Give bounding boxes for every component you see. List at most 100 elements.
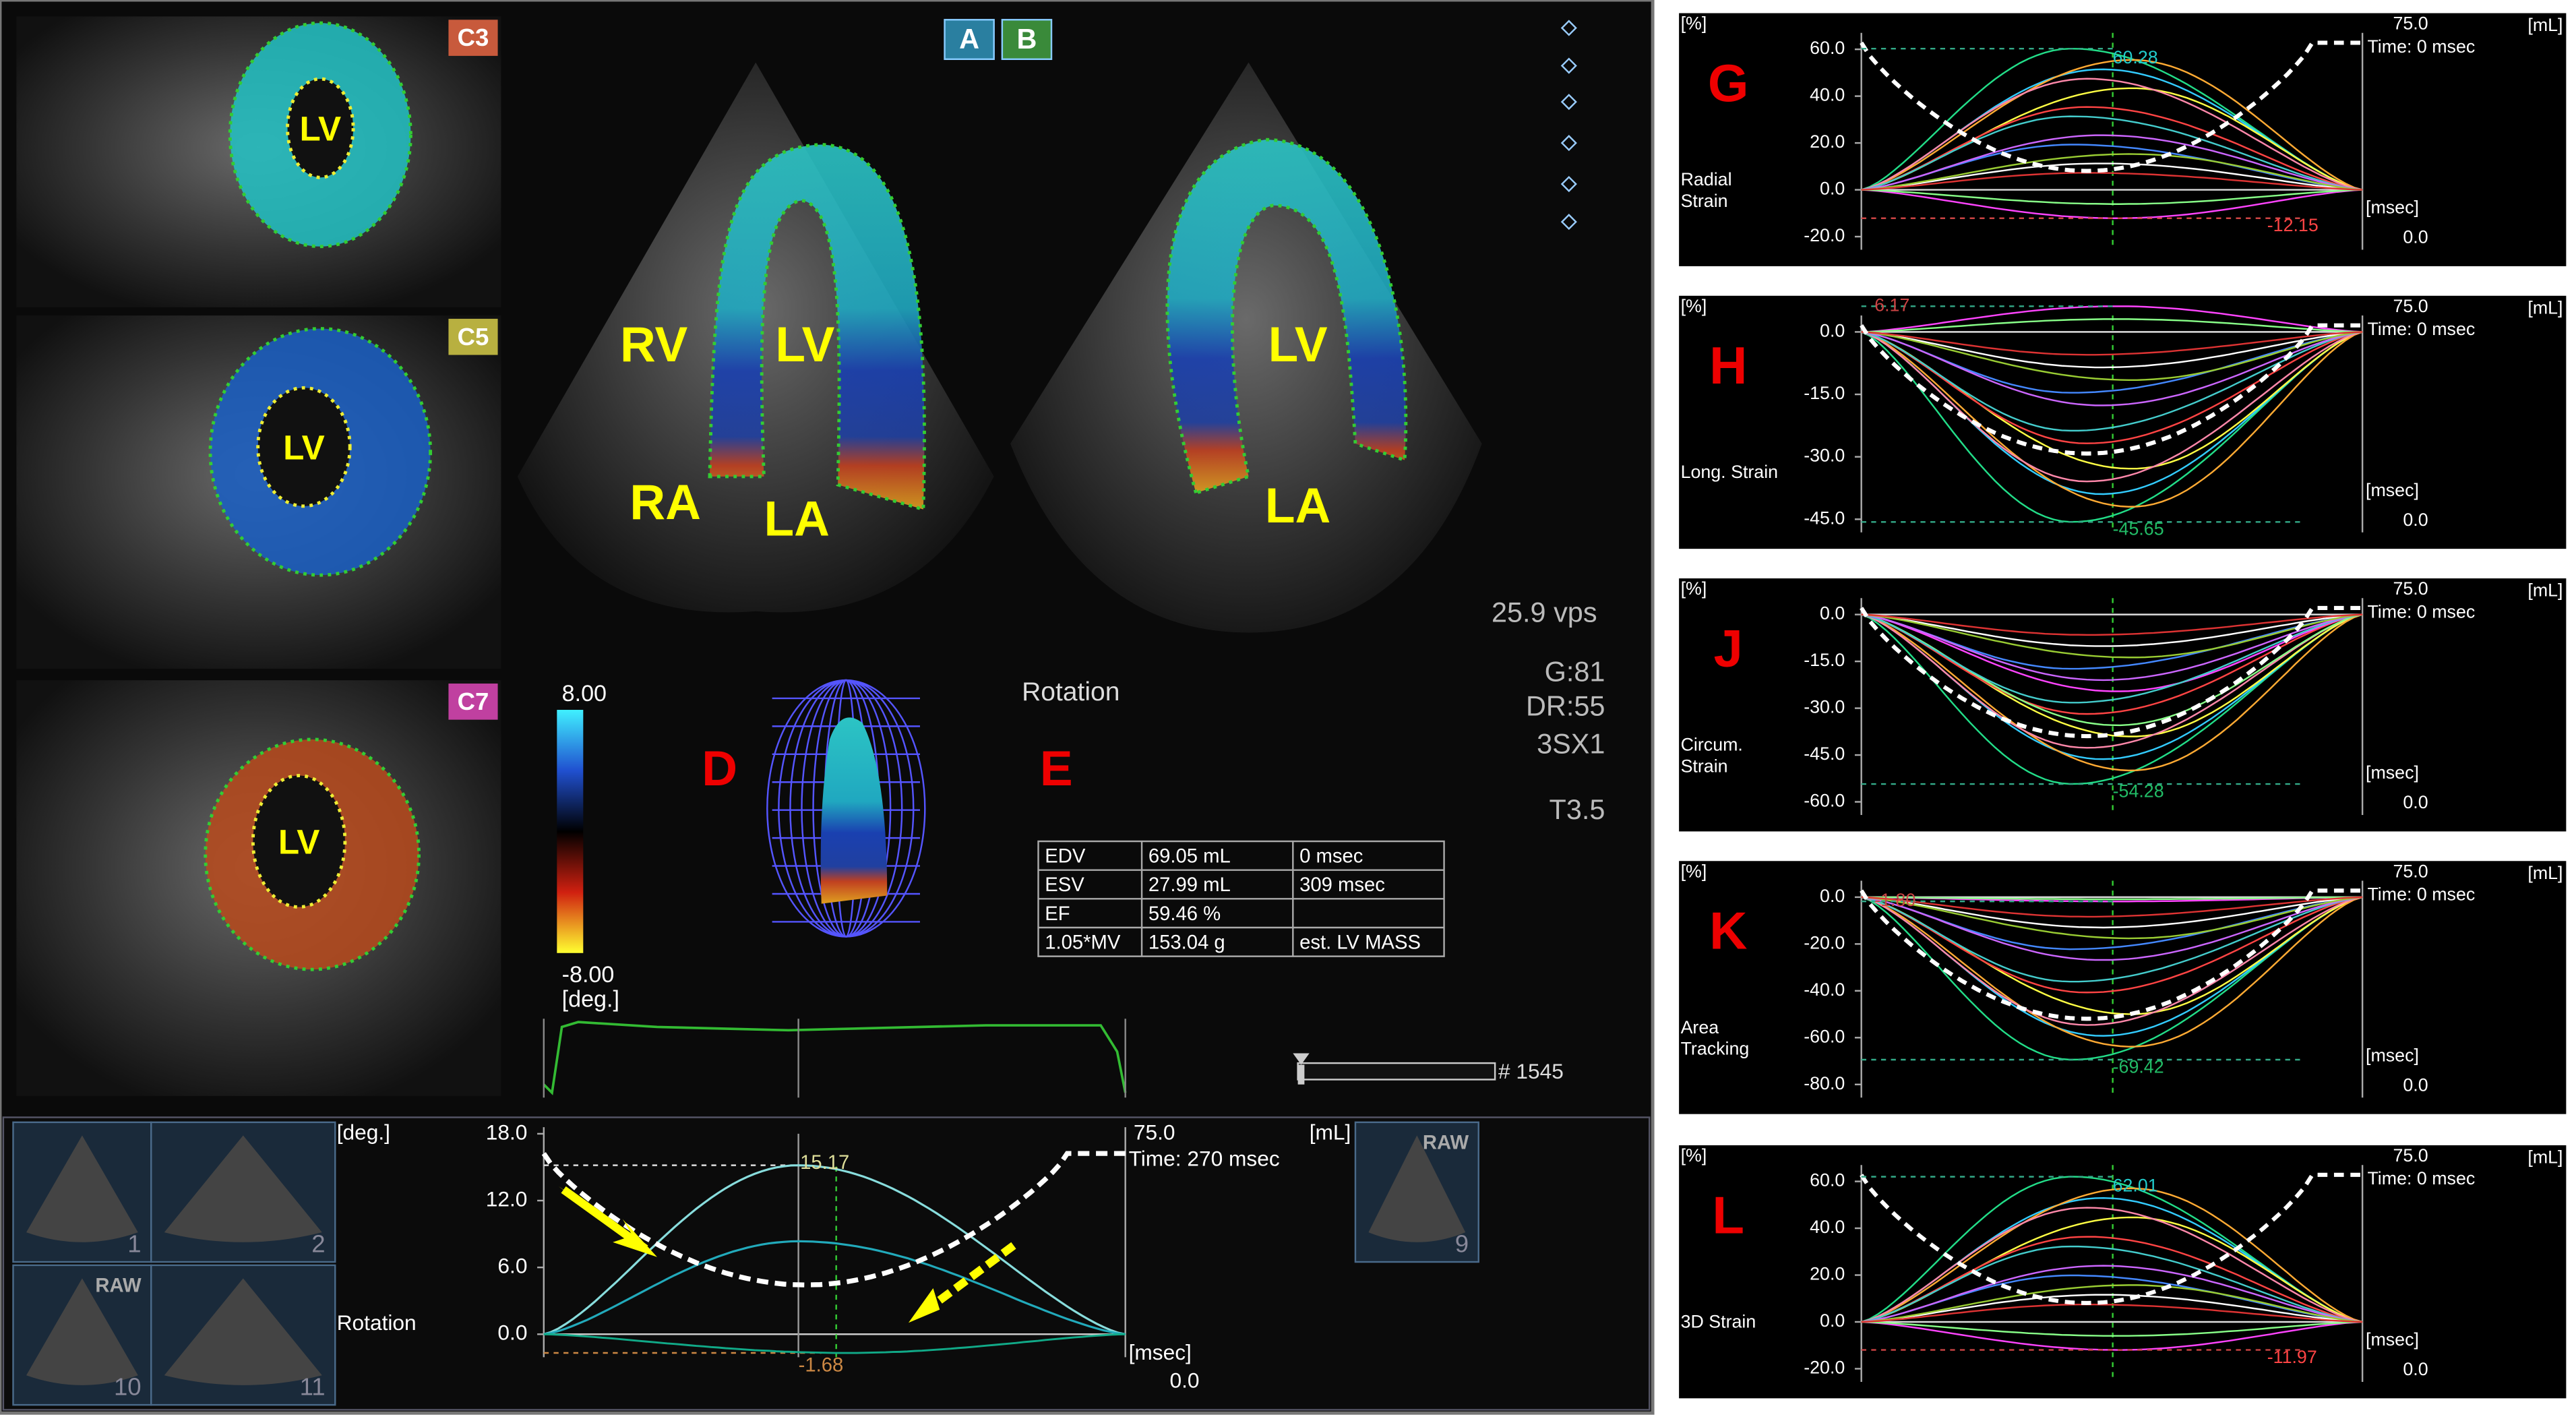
strain-curve [1861,134,2363,191]
volume-unit: [mL] [2527,297,2563,318]
strain-curve [1861,613,2363,749]
table-cell: 309 msec [1299,874,1385,896]
strain-curve [1861,1321,2363,1337]
frame-number: # 1545 [1498,1059,1564,1083]
y-tick-label: -15.0 [1804,650,1845,670]
x-unit: [msec] [2366,1045,2419,1065]
cavity [251,774,347,909]
x-unit: [msec] [1129,1340,1192,1364]
y-axis-label: Area [1681,1017,1719,1037]
strain-curve [1861,1294,2363,1323]
marker [1560,175,1577,193]
strain-curve [1861,331,2363,483]
y-tick-label: 60.0 [1810,1170,1845,1190]
thumbnail-image [26,1135,138,1242]
strain-curve [1861,1245,2363,1323]
y-axis-label: Rotation [337,1310,417,1335]
anatomy-label: RV [620,318,687,372]
thumbnail-number: 10 [114,1372,142,1400]
volume-min: 0.0 [2403,227,2428,247]
anatomy-label: LA [1265,479,1330,533]
view-tag [1001,19,1053,60]
view-tag-label: C5 [458,323,489,351]
setting: 3SX1 [1537,728,1605,760]
volume-unit: [mL] [2527,1147,2563,1168]
anatomy-label: LV [283,428,325,466]
setting: DR:55 [1526,690,1605,722]
thumbnail-number: 11 [300,1372,326,1400]
color-bar-unit: [deg.] [562,986,619,1012]
marker [1560,214,1577,231]
anatomy-label: LA [764,491,829,546]
y-tick-label: -20.0 [1804,1358,1845,1378]
thumbnail-image [26,1278,138,1385]
y-axis-label: Strain [1681,191,1728,211]
strain-curve [1861,172,2363,191]
y-tick-label: 12.0 [486,1186,528,1211]
panel-letter: E [1040,742,1073,796]
y-axis-label: Radial [1681,169,1732,189]
strain-curve [1861,59,2363,191]
y-unit: [%] [1681,1145,1707,1166]
y-tick-label: 0.0 [1820,1310,1845,1331]
y-tick-label: 0.0 [1820,179,1845,199]
y-tick-label: 60.0 [1810,38,1845,58]
view-tag [448,318,498,355]
table-cell: ESV [1045,874,1084,896]
lv-wall [1165,138,1408,495]
marker [1560,94,1577,111]
view-tag [944,19,995,60]
strain-curve [1861,318,2363,333]
volume-curve [1860,605,2363,739]
table-cell: 1.05*MV [1045,932,1121,953]
anatomy-label: LV [278,822,320,861]
y-tick-label: -20.0 [1804,932,1845,953]
table-cell: EF [1045,903,1070,925]
slider-handle [1293,1053,1310,1085]
arrow [908,1288,940,1323]
y-tick-label: -45.0 [1804,508,1845,528]
volume-max: 75.0 [2393,861,2428,881]
y-tick-label: -15.0 [1804,383,1845,403]
strain-curve [1861,162,2363,191]
ecg-trace [543,1021,1127,1095]
peak-label: -54.28 [2113,781,2164,801]
peak-label: 15.17 [800,1152,849,1174]
y-unit: [%] [1681,578,1707,599]
strain-curve [1861,331,2363,432]
strain-curve [1861,331,2363,382]
time-readout: Time: 0 msec [2367,884,2475,905]
volume-min: 0.0 [2403,510,2428,530]
time-readout: Time: 0 msec [2367,601,2475,622]
panel-letter: D [702,742,737,796]
y-tick-label: -40.0 [1804,979,1845,1000]
table-cell: est. LV MASS [1299,932,1421,953]
y-unit: [%] [1681,861,1707,881]
volume-min: 0.0 [1170,1368,1200,1392]
peak-label: -1.68 [799,1354,844,1376]
volume-min: 0.0 [2403,1359,2428,1379]
lv-mesh [766,679,926,938]
time-readout: Time: 270 msec [1129,1146,1280,1170]
anatomy-label: LV [775,318,834,372]
y-unit: [%] [1681,13,1707,34]
strain-curve [1861,331,2363,356]
y-tick-label: -30.0 [1804,446,1845,466]
strain-curve [1861,613,2363,682]
x-unit: [msec] [2366,1329,2419,1350]
view-tag-label: C3 [458,24,489,51]
x-unit: [msec] [2366,762,2419,783]
anatomy-label: RA [630,475,701,530]
table-cell: EDV [1045,846,1086,868]
strain-curve [1861,896,2363,918]
strain-curve [1861,1284,2363,1323]
frame-slider [1297,1062,1496,1081]
strain-curve [1861,613,2363,636]
strain-curve [1861,613,2363,772]
strain-curve [1861,896,2363,983]
view-tag-label: A [959,23,979,55]
y-unit: [deg.] [337,1120,390,1144]
volume-max: 75.0 [2393,1145,2428,1166]
plot-panel [1679,861,2567,1114]
